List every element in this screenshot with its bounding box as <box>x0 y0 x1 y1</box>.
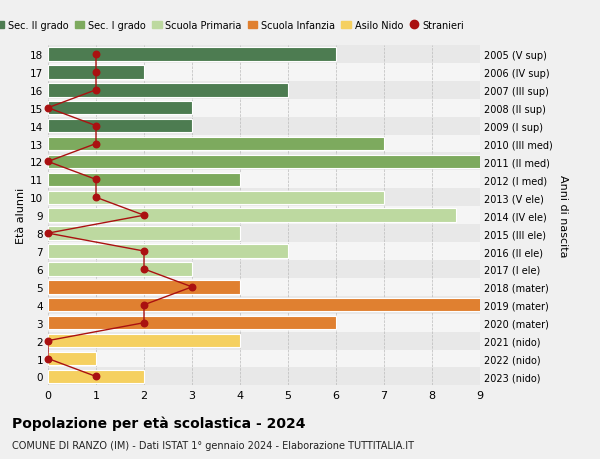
Point <box>43 355 53 363</box>
Bar <box>48 84 288 97</box>
Point <box>43 158 53 166</box>
Point <box>91 87 101 94</box>
Y-axis label: Età alunni: Età alunni <box>16 188 26 244</box>
Bar <box>48 46 600 64</box>
Bar <box>48 370 144 383</box>
Bar <box>48 296 600 314</box>
Bar <box>48 350 600 368</box>
Bar <box>48 260 600 278</box>
Bar <box>48 82 600 100</box>
Bar <box>48 278 600 296</box>
Bar <box>48 352 96 365</box>
Bar <box>48 66 144 79</box>
Point <box>43 230 53 237</box>
Bar <box>48 207 600 224</box>
Bar <box>48 368 600 386</box>
Bar <box>48 135 600 153</box>
Text: Popolazione per età scolastica - 2024: Popolazione per età scolastica - 2024 <box>12 415 305 430</box>
Point <box>187 284 197 291</box>
Point <box>91 176 101 184</box>
Bar <box>48 242 600 260</box>
Bar <box>48 314 600 332</box>
Bar <box>48 156 504 169</box>
Bar <box>48 245 288 258</box>
Point <box>91 140 101 148</box>
Point <box>139 212 149 219</box>
Bar <box>48 316 336 330</box>
Bar <box>48 120 192 133</box>
Point <box>139 319 149 327</box>
Bar <box>48 102 192 115</box>
Point <box>139 302 149 309</box>
Bar <box>48 332 600 350</box>
Point <box>91 69 101 76</box>
Point <box>139 266 149 273</box>
Point <box>91 194 101 202</box>
Bar <box>48 227 240 241</box>
Bar <box>48 153 600 171</box>
Bar <box>48 298 504 312</box>
Bar <box>48 191 384 205</box>
Point <box>91 51 101 58</box>
Bar <box>48 48 336 62</box>
Bar <box>48 280 240 294</box>
Bar <box>48 64 600 82</box>
Bar <box>48 138 384 151</box>
Point <box>91 123 101 130</box>
Bar <box>48 100 600 118</box>
Bar <box>48 334 240 347</box>
Y-axis label: Anni di nascita: Anni di nascita <box>559 174 568 257</box>
Point <box>91 373 101 381</box>
Bar <box>48 209 456 223</box>
Bar <box>48 118 600 135</box>
Text: COMUNE DI RANZO (IM) - Dati ISTAT 1° gennaio 2024 - Elaborazione TUTTITALIA.IT: COMUNE DI RANZO (IM) - Dati ISTAT 1° gen… <box>12 440 414 450</box>
Bar <box>48 263 192 276</box>
Legend: Sec. II grado, Sec. I grado, Scuola Primaria, Scuola Infanzia, Asilo Nido, Stran: Sec. II grado, Sec. I grado, Scuola Prim… <box>0 17 468 34</box>
Bar <box>48 171 600 189</box>
Point <box>139 248 149 255</box>
Bar <box>48 224 600 242</box>
Point <box>43 105 53 112</box>
Point <box>43 337 53 345</box>
Bar <box>48 173 240 187</box>
Bar <box>48 189 600 207</box>
